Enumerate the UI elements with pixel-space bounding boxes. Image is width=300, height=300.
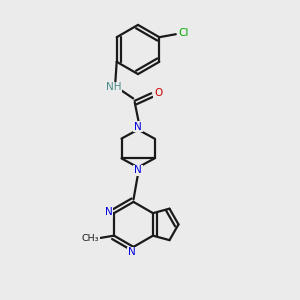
Text: N: N [105,207,112,217]
Text: CH₃: CH₃ [82,234,99,243]
Text: NH: NH [106,82,122,92]
Text: Cl: Cl [178,28,188,38]
Text: N: N [134,122,142,132]
Text: O: O [154,88,162,98]
Text: N: N [128,247,136,257]
Text: N: N [134,165,142,176]
